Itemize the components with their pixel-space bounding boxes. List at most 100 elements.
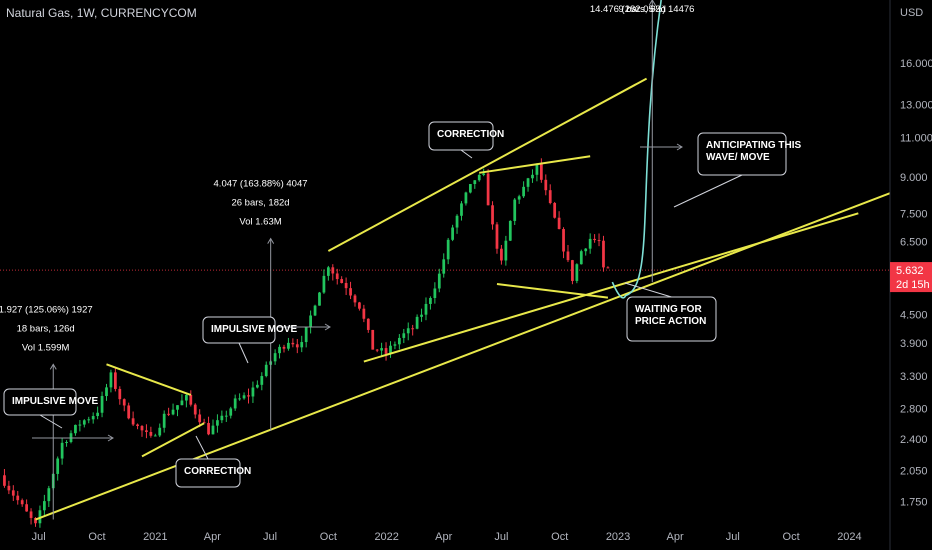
candle-body <box>184 394 188 401</box>
candle-body <box>136 424 139 427</box>
projection-curve[interactable] <box>611 0 662 299</box>
candle-body <box>415 316 419 329</box>
candle-body <box>358 302 361 309</box>
candle-body <box>588 238 592 249</box>
candle-body <box>189 394 193 405</box>
measure-arrowhead <box>267 237 275 244</box>
trendline-lower-trough[interactable] <box>496 283 609 299</box>
candle-body <box>16 495 20 501</box>
last-price-value: 5.632 <box>896 265 924 277</box>
candle-body <box>42 501 46 511</box>
candle-body <box>260 376 264 385</box>
candle-body <box>495 224 499 249</box>
callout-correction-2-pointer <box>460 149 473 159</box>
candle-body <box>535 163 539 175</box>
candle-body <box>242 395 246 399</box>
callout-anticipating-text: ANTICIPATING THIS <box>706 140 802 151</box>
callout-impulsive-move-1[interactable]: IMPULSIVE MOVE <box>3 388 98 429</box>
candle-body <box>295 344 299 348</box>
candle-body <box>349 288 352 296</box>
candle-body <box>508 220 512 241</box>
callout-correction-1[interactable]: CORRECTION <box>175 435 251 488</box>
candle-body <box>366 318 370 330</box>
candle-body <box>247 395 250 397</box>
candle-body <box>238 398 241 400</box>
y-tick-label: 9.000 <box>900 172 928 184</box>
candle-body <box>287 342 290 349</box>
candle-body <box>446 239 450 260</box>
candle-body <box>7 485 11 491</box>
measure-text: 18 bars, 126d <box>17 323 75 334</box>
candle-body <box>389 345 392 354</box>
measure-text: 9 bars, 63d <box>618 4 666 15</box>
measure-text: Vol 1.63M <box>239 217 281 228</box>
candle-body <box>149 431 153 436</box>
candle-body <box>198 414 202 423</box>
x-tick-label: Jul <box>32 531 46 543</box>
y-tick-label: 6.500 <box>900 237 928 249</box>
candle-body <box>193 404 197 415</box>
trendline-channel-top[interactable] <box>327 77 648 252</box>
candle-body <box>282 346 286 349</box>
candle-body <box>331 267 335 274</box>
measure-text: 26 bars, 182d <box>231 198 289 209</box>
candle-body <box>29 511 33 518</box>
candle-body <box>233 398 237 409</box>
candle-body <box>87 419 91 421</box>
candle-body <box>91 416 95 420</box>
callout-waiting-pointer <box>624 282 672 298</box>
candle-body <box>100 396 104 413</box>
candle-body <box>477 174 481 181</box>
y-tick-label: 3.900 <box>900 338 928 350</box>
candle-body <box>482 173 486 175</box>
x-tick-label: 2022 <box>374 531 398 543</box>
candle-body <box>575 264 579 281</box>
candle-body <box>291 342 295 345</box>
candle-body <box>171 409 175 415</box>
callout-correction-2[interactable]: CORRECTION <box>428 121 504 159</box>
candle-body <box>402 333 406 338</box>
candle-body <box>309 315 312 328</box>
candle-body <box>420 314 423 317</box>
trendline-upper-resistance[interactable] <box>479 155 591 174</box>
candle-body <box>451 227 454 240</box>
candle-body <box>74 424 77 434</box>
candle-body <box>211 425 215 435</box>
trendline-tri-bottom[interactable] <box>141 422 205 458</box>
candle-body <box>397 337 401 345</box>
x-tick-label: Jul <box>263 531 277 543</box>
candle-body <box>593 238 596 241</box>
callout-anticipating-pointer <box>673 174 743 208</box>
x-tick-label: 2021 <box>143 531 167 543</box>
candle-body <box>224 415 228 417</box>
candle-body <box>96 412 99 417</box>
candle-body <box>522 186 525 197</box>
candle-body <box>318 292 321 306</box>
candle-body <box>455 215 459 228</box>
currency-label: USD <box>900 7 923 19</box>
projection-arrow-head <box>324 323 331 331</box>
candle-body <box>393 344 397 346</box>
candle-body <box>468 184 472 193</box>
candle-body <box>300 342 304 348</box>
candle-body <box>571 260 574 281</box>
trendline-secondary-support[interactable] <box>363 212 859 363</box>
candle-body <box>473 180 477 185</box>
candle-body <box>375 349 379 351</box>
candle-body <box>557 217 561 230</box>
candle-body <box>202 422 206 424</box>
y-tick-label: 7.500 <box>900 208 928 220</box>
callout-impulsive-move-2[interactable]: IMPULSIVE MOVE <box>202 316 297 364</box>
candle-body <box>442 259 446 274</box>
candle-body <box>384 348 388 354</box>
trendline-tri-top[interactable] <box>106 363 192 396</box>
candle-body <box>486 173 490 206</box>
candle-body <box>335 273 339 280</box>
chart-title: Natural Gas, 1W, CURRENCYCOM <box>6 6 197 20</box>
candle-body <box>131 418 135 425</box>
candle-body <box>145 430 148 432</box>
candle-body <box>3 475 6 486</box>
